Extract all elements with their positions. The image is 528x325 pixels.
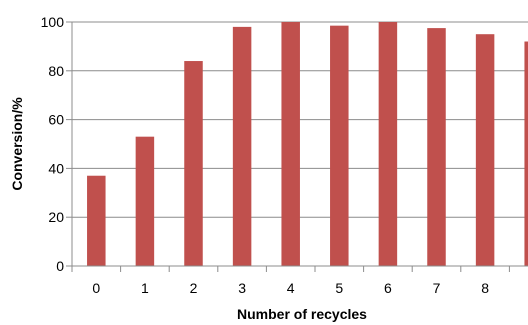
bar-recycle-3 (232, 26, 252, 266)
tick-labels: 0204060801000123456789 (41, 14, 490, 296)
y-tick-label: 80 (48, 63, 64, 79)
x-tick-label: 0 (92, 280, 100, 296)
bar-recycle-6 (378, 22, 398, 266)
bar-recycle-2 (184, 61, 203, 266)
bar-series (87, 22, 528, 267)
x-axis-title: Number of recycles (237, 306, 367, 322)
x-tick-label: 2 (190, 280, 198, 296)
bar-recycle-8 (475, 34, 495, 267)
x-tick-label: 7 (433, 280, 441, 296)
bar-recycle-9 (524, 41, 528, 266)
x-tick-label: 4 (287, 280, 295, 296)
y-tick-label: 100 (41, 14, 65, 30)
bar-recycle-1 (135, 136, 155, 266)
axes (66, 21, 528, 272)
y-tick-label: 60 (48, 112, 64, 128)
bar-recycle-5 (330, 25, 349, 266)
y-axis-title: Conversion/% (9, 97, 25, 191)
x-tick-label: 8 (481, 280, 489, 296)
bar-recycle-7 (427, 28, 446, 266)
bar-recycle-4 (281, 22, 300, 266)
y-tick-label: 40 (48, 160, 64, 176)
y-tick-label: 20 (48, 209, 64, 225)
x-tick-label: 5 (335, 280, 343, 296)
bar-recycle-0 (87, 175, 106, 266)
x-tick-label: 3 (238, 280, 246, 296)
y-tick-label: 0 (56, 258, 64, 274)
x-tick-label: 1 (141, 280, 149, 296)
x-tick-label: 6 (384, 280, 392, 296)
